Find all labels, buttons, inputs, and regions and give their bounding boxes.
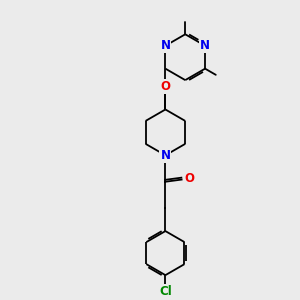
Text: N: N: [200, 39, 210, 52]
Text: O: O: [160, 80, 170, 93]
Text: Cl: Cl: [159, 285, 172, 298]
Text: N: N: [160, 149, 170, 162]
Text: O: O: [184, 172, 194, 185]
Text: N: N: [160, 39, 170, 52]
